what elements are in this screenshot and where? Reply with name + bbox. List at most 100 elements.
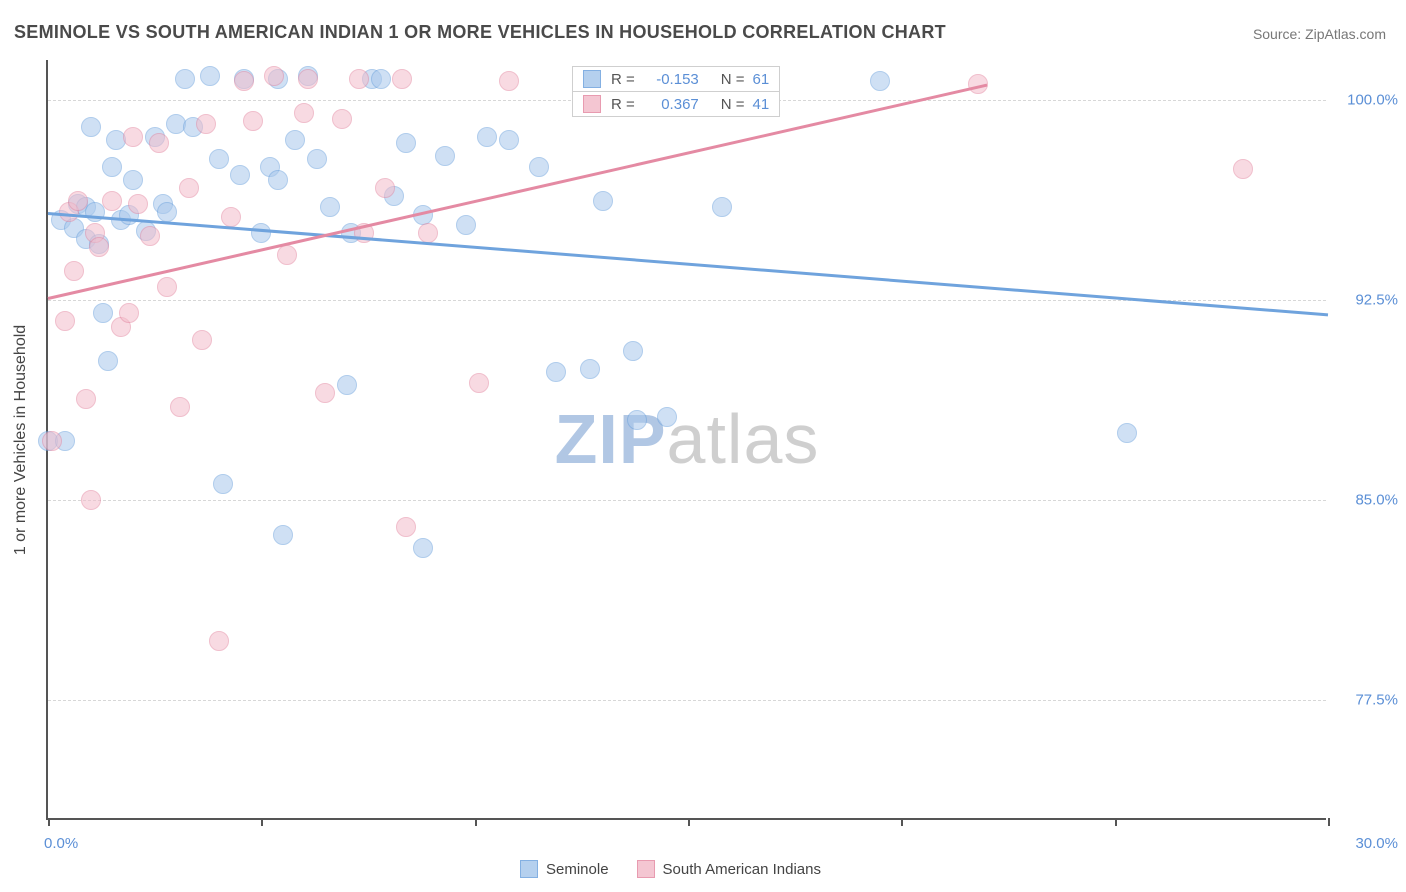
grid-line [48, 500, 1326, 501]
grid-line [48, 700, 1326, 701]
data-point [128, 194, 148, 214]
r-value: -0.153 [643, 71, 699, 88]
legend-label: Seminole [546, 861, 609, 878]
data-point [315, 383, 335, 403]
data-point [243, 111, 263, 131]
data-point [119, 303, 139, 323]
n-value: 41 [753, 96, 770, 113]
data-point [93, 303, 113, 323]
source-value: ZipAtlas.com [1305, 26, 1386, 42]
data-point [89, 237, 109, 257]
x-tick [48, 818, 50, 826]
data-point [157, 277, 177, 297]
data-point [1117, 423, 1137, 443]
data-point [371, 69, 391, 89]
data-point [268, 170, 288, 190]
data-point [209, 631, 229, 651]
x-tick [261, 818, 263, 826]
data-point [349, 69, 369, 89]
legend-swatch [520, 860, 538, 878]
data-point [123, 127, 143, 147]
data-point [221, 207, 241, 227]
legend-swatch [637, 860, 655, 878]
data-point [593, 191, 613, 211]
x-tick [1328, 818, 1330, 826]
legend-item: Seminole [520, 860, 609, 878]
y-tick-label: 92.5% [1334, 292, 1398, 309]
y-tick-label: 77.5% [1334, 692, 1398, 709]
data-point [870, 71, 890, 91]
n-label: N = [721, 96, 745, 113]
legend-row: R = 0.367 N = 41 [573, 92, 779, 116]
n-value: 61 [753, 71, 770, 88]
data-point [140, 226, 160, 246]
series-legend: Seminole South American Indians [520, 860, 821, 878]
data-point [285, 130, 305, 150]
data-point [307, 149, 327, 169]
data-point [1233, 159, 1253, 179]
watermark-b: atlas [667, 400, 820, 478]
data-point [546, 362, 566, 382]
data-point [196, 114, 216, 134]
data-point [298, 69, 318, 89]
y-tick-label: 85.0% [1334, 492, 1398, 509]
data-point [68, 191, 88, 211]
data-point [213, 474, 233, 494]
n-label: N = [721, 71, 745, 88]
scatter-plot: ZIPatlas 0.0% 30.0% 77.5%85.0%92.5%100.0… [46, 60, 1326, 820]
y-tick-label: 100.0% [1334, 92, 1398, 109]
y-axis-title: 1 or more Vehicles in Household [12, 325, 30, 555]
data-point [230, 165, 250, 185]
data-point [81, 490, 101, 510]
data-point [623, 341, 643, 361]
data-point [657, 407, 677, 427]
data-point [264, 66, 284, 86]
data-point [396, 517, 416, 537]
data-point [170, 397, 190, 417]
r-label: R = [611, 96, 635, 113]
data-point [712, 197, 732, 217]
data-point [375, 178, 395, 198]
x-tick [901, 818, 903, 826]
source-label: Source: [1253, 26, 1305, 42]
data-point [499, 130, 519, 150]
data-point [102, 191, 122, 211]
data-point [413, 538, 433, 558]
watermark-a: ZIP [555, 400, 667, 478]
data-point [392, 69, 412, 89]
data-point [456, 215, 476, 235]
x-axis-max-label: 30.0% [1355, 835, 1398, 852]
data-point [179, 178, 199, 198]
data-point [477, 127, 497, 147]
data-point [499, 71, 519, 91]
legend-swatch [583, 95, 601, 113]
data-point [102, 157, 122, 177]
data-point [277, 245, 297, 265]
x-axis-min-label: 0.0% [44, 835, 78, 852]
r-label: R = [611, 71, 635, 88]
data-point [175, 69, 195, 89]
data-point [42, 431, 62, 451]
data-point [98, 351, 118, 371]
chart-title: SEMINOLE VS SOUTH AMERICAN INDIAN 1 OR M… [14, 22, 946, 43]
x-tick [688, 818, 690, 826]
data-point [580, 359, 600, 379]
data-point [418, 223, 438, 243]
legend-item: South American Indians [637, 860, 821, 878]
x-tick [1115, 818, 1117, 826]
data-point [332, 109, 352, 129]
legend-swatch [583, 70, 601, 88]
correlation-legend: R = -0.153 N = 61 R = 0.367 N = 41 [572, 66, 780, 117]
legend-label: South American Indians [663, 861, 821, 878]
watermark: ZIPatlas [555, 399, 820, 479]
r-value: 0.367 [643, 96, 699, 113]
legend-row: R = -0.153 N = 61 [573, 67, 779, 92]
data-point [529, 157, 549, 177]
data-point [81, 117, 101, 137]
data-point [192, 330, 212, 350]
data-point [627, 410, 647, 430]
data-point [123, 170, 143, 190]
data-point [234, 71, 254, 91]
data-point [273, 525, 293, 545]
data-point [76, 389, 96, 409]
